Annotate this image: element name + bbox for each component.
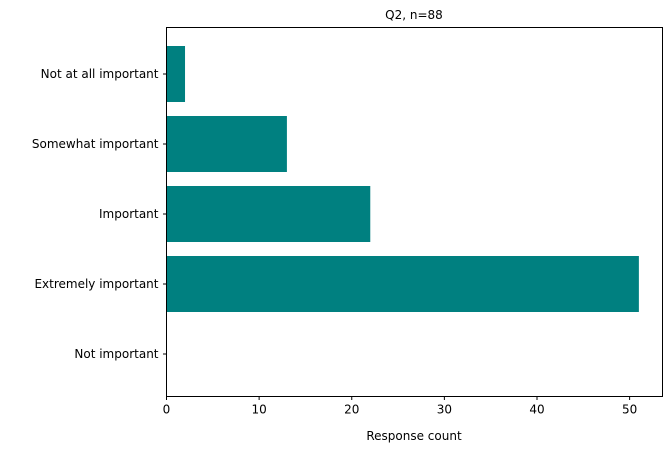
x-tick-label: 20	[344, 403, 359, 417]
bar-extremely-important	[166, 256, 639, 312]
bars-layer	[166, 46, 639, 312]
category-label: Not important	[74, 347, 158, 361]
category-label: Important	[99, 207, 159, 221]
category-labels: Not at all important Somewhat important Im…	[32, 67, 167, 361]
plot-frame	[166, 27, 663, 397]
x-tick-label: 40	[529, 403, 544, 417]
x-tick-label: 0	[163, 403, 171, 417]
bar-important	[166, 186, 371, 242]
category-label: Somewhat important	[32, 137, 159, 151]
category-label: Not at all important	[41, 67, 159, 81]
bar-not-at-all-important	[166, 46, 186, 102]
x-tick-label: 30	[437, 403, 452, 417]
x-tick-label: 50	[622, 403, 637, 417]
category-label: Extremely important	[34, 277, 158, 291]
x-axis-ticks: 0 10 20 30 40 50	[163, 396, 637, 417]
bar-somewhat-important	[166, 116, 287, 172]
x-axis-title: Response count	[366, 429, 462, 443]
chart-title: Q2, n=88	[385, 8, 443, 22]
x-tick-label: 10	[251, 403, 266, 417]
